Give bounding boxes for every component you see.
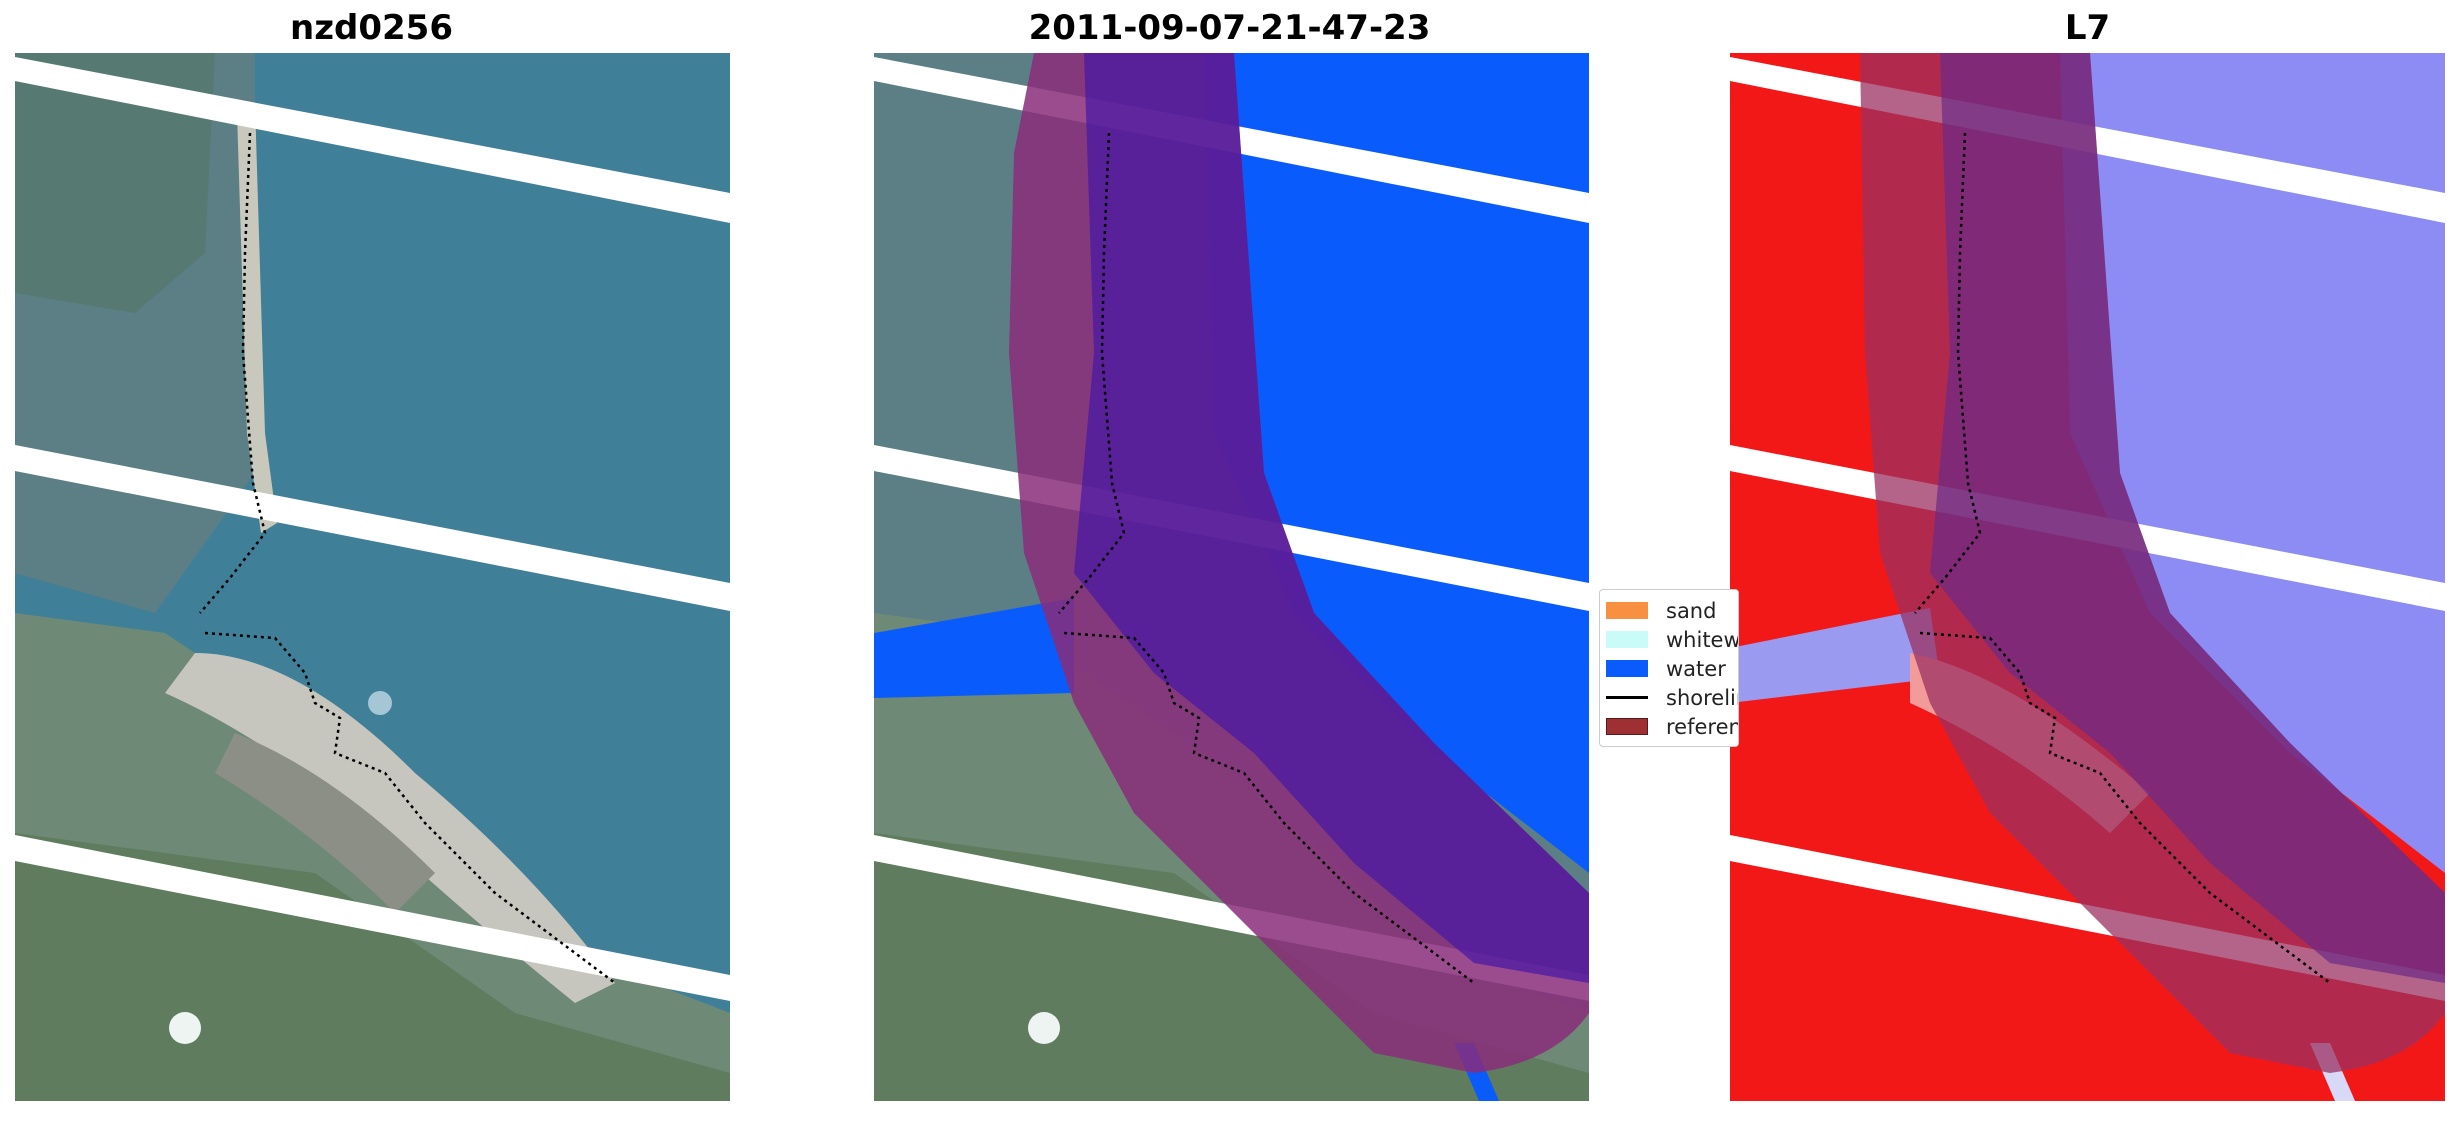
legend-label-whitewater: whitewater xyxy=(1666,627,1739,652)
legend-label-sand: sand xyxy=(1666,598,1717,623)
classified-image xyxy=(874,53,1589,1101)
legend-swatch-whitewater xyxy=(1606,631,1648,648)
panel-title-classified: 2011-09-07-21-47-23 xyxy=(1028,8,1431,48)
legend-label-water: water xyxy=(1666,656,1726,681)
legend-item-sand: sand xyxy=(1606,596,1738,625)
legend-item-whitewater: whitewater xyxy=(1606,625,1738,654)
legend-swatch-water xyxy=(1606,660,1648,677)
legend-label-shoreline: shoreline xyxy=(1666,685,1738,710)
legend: sand whitewater water shoreline referenc… xyxy=(1599,589,1739,747)
legend-swatch-reference xyxy=(1606,718,1648,735)
index-image xyxy=(1730,53,2445,1101)
panel-title-index: L7 xyxy=(2064,8,2111,48)
legend-item-shoreline: shoreline xyxy=(1606,683,1738,712)
panel-title-rgb: nzd0256 xyxy=(290,8,453,48)
legend-item-water: water xyxy=(1606,654,1738,683)
legend-swatch-sand xyxy=(1606,602,1648,619)
legend-label-reference: reference xyxy=(1666,714,1738,739)
rgb-satellite-image xyxy=(15,53,730,1101)
legend-item-reference: reference xyxy=(1606,712,1738,741)
legend-swatch-shoreline xyxy=(1606,696,1648,699)
